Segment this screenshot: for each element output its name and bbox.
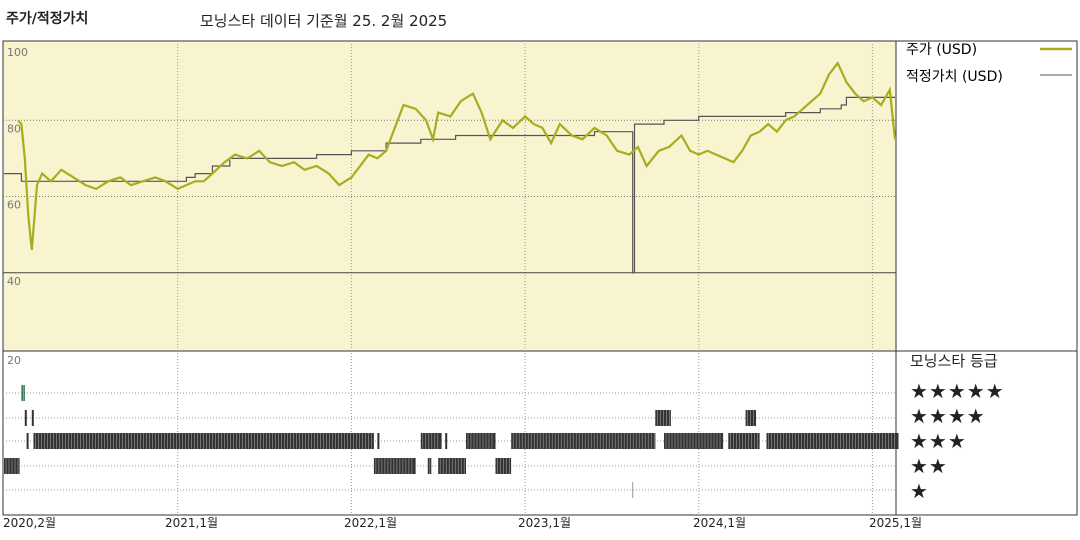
rating-3-star-span: [445, 433, 448, 449]
rating-4-star-span: [24, 410, 27, 426]
fair-value-line: [4, 96, 895, 274]
rating-3-star-span: [728, 433, 760, 449]
rating-3-stars: ★★★: [910, 429, 967, 453]
gridlines: [3, 41, 896, 515]
y-tick-label: 60: [7, 199, 21, 212]
rating-2-stars: ★★: [910, 454, 948, 478]
rating-3-star-span: [766, 433, 899, 449]
rating-3-star-span: [466, 433, 496, 449]
x-tick-2021: 2021,1월: [165, 516, 219, 530]
price-line: [17, 60, 897, 251]
rating-marks: [4, 385, 899, 498]
rating-3-star-span: [511, 433, 656, 449]
x-tick-2025: 2025,1월: [869, 516, 923, 530]
legend-price-label: 주가 (USD): [906, 42, 977, 58]
x-tick-2022: 2022,1월: [344, 516, 398, 530]
rating-y-tick: 20: [7, 354, 21, 367]
x-tick-2020: 2020,2월: [3, 516, 57, 530]
rating-3-star-span: [377, 433, 380, 449]
y-tick-label: 40: [7, 275, 21, 288]
rating-4-star-span: [31, 410, 34, 426]
rating-panel-title: 모닝스타 등급: [910, 352, 998, 370]
chart-svg: 100 80 60 40 주가 (USD) 적정가치 (USD) 20: [2, 40, 1078, 516]
rating-1-star: ★: [910, 479, 929, 503]
chart-outer-border: [2, 40, 1078, 516]
price-y-ticks: 100 80 60 40: [7, 46, 28, 288]
y-tick-label: 100: [7, 46, 28, 59]
chart-title: 주가/적정가치: [6, 11, 89, 27]
chart-subtitle: 모닝스타 데이터 기준월 25. 2월 2025: [200, 12, 448, 30]
rating-2-star-span: [373, 458, 416, 474]
rating-3-star-span: [26, 433, 29, 449]
legend-fair-value-label: 적정가치 (USD): [906, 69, 1003, 85]
x-tick-2023: 2023,1월: [518, 516, 572, 530]
rating-4-stars: ★★★★: [910, 404, 986, 428]
y-tick-label: 80: [7, 122, 21, 135]
rating-5-stars: ★★★★★: [910, 379, 1005, 403]
x-tick-2024: 2024,1월: [693, 516, 747, 530]
rating-3-star-span: [420, 433, 442, 449]
rating-3-star-span: [664, 433, 724, 449]
